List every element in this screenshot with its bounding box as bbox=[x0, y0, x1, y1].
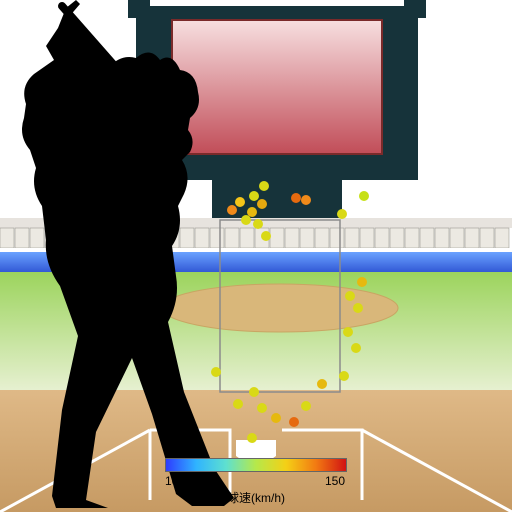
legend-tick-max: 150 bbox=[325, 474, 345, 488]
legend-ticks: 100 150 bbox=[165, 474, 345, 488]
speed-legend: 100 150 球速(km/h) bbox=[165, 458, 347, 506]
scene-svg bbox=[0, 0, 512, 512]
legend-label: 球速(km/h) bbox=[165, 489, 347, 506]
legend-tick-min: 100 bbox=[165, 474, 185, 488]
pitch-location-chart: 100 150 球速(km/h) bbox=[0, 0, 512, 512]
legend-colorbar bbox=[165, 458, 347, 472]
